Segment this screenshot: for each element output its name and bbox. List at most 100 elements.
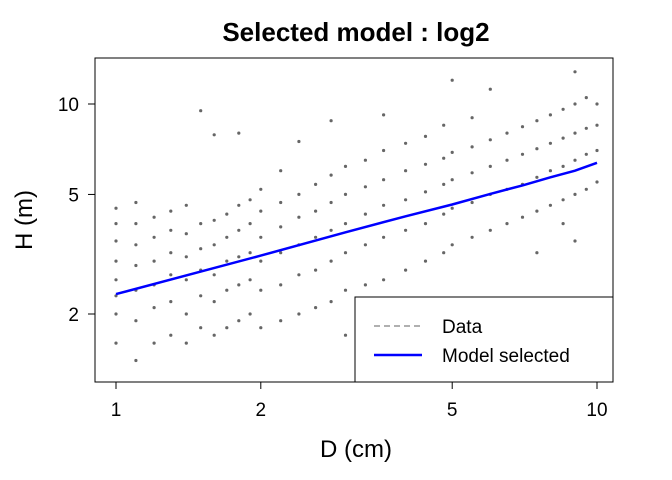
data-point [363, 158, 367, 162]
data-point [535, 209, 539, 213]
data-point [259, 209, 263, 213]
data-point [343, 288, 348, 292]
data-point [225, 288, 229, 292]
data-point [343, 251, 348, 255]
data-point [584, 152, 588, 156]
data-point [297, 273, 301, 277]
data-point [548, 169, 553, 173]
data-point [343, 164, 348, 168]
data-point [152, 341, 156, 345]
data-point [584, 126, 588, 130]
data-point [152, 306, 156, 310]
data-point [237, 283, 241, 287]
data-point [548, 203, 553, 207]
data-point [134, 222, 138, 226]
data-point [169, 333, 173, 337]
data-point [297, 312, 301, 316]
data-point [442, 212, 446, 216]
data-point [382, 148, 386, 153]
data-point [595, 148, 599, 153]
legend-box [354, 296, 614, 383]
data-point [279, 283, 283, 287]
data-point [248, 198, 252, 202]
data-point [225, 326, 229, 330]
data-point [442, 156, 446, 160]
legend-model-label: Model selected [442, 346, 570, 367]
data-point [520, 152, 525, 156]
data-point [134, 319, 138, 323]
data-point [584, 96, 588, 100]
data-point [184, 278, 188, 282]
data-point [259, 326, 263, 330]
data-point [114, 259, 118, 263]
data-point [470, 235, 474, 239]
data-point [314, 182, 318, 186]
chart-title: Selected model : log2 [222, 17, 489, 47]
data-point [279, 225, 283, 229]
data-point [548, 113, 553, 117]
data-point [134, 263, 138, 268]
data-point [248, 278, 252, 282]
data-point [184, 255, 188, 259]
data-point [548, 141, 553, 145]
data-point [595, 180, 599, 184]
y-tick-label: 5 [68, 185, 79, 206]
data-point [363, 283, 367, 287]
data-point [114, 312, 118, 316]
data-point [297, 215, 301, 219]
data-point [450, 206, 454, 210]
data-point [237, 319, 241, 323]
data-point [535, 147, 539, 151]
data-point [595, 123, 599, 127]
data-point [423, 222, 428, 226]
data-point [199, 294, 203, 298]
data-point [329, 259, 333, 263]
data-point [184, 341, 188, 345]
data-point [248, 222, 252, 226]
data-point [329, 228, 333, 232]
data-point [363, 243, 367, 247]
data-point [152, 215, 156, 219]
data-point [573, 102, 577, 106]
data-point [279, 169, 283, 173]
x-axis-label: D (cm) [320, 436, 392, 463]
data-point [184, 312, 188, 316]
data-point [248, 312, 252, 316]
data-point [329, 173, 333, 177]
data-point [114, 278, 118, 282]
data-point [225, 235, 229, 239]
data-point [423, 190, 428, 194]
data-point [488, 87, 492, 91]
legend-data-label: Data [442, 317, 483, 338]
data-point [248, 251, 252, 255]
data-point [343, 222, 348, 226]
y-tick-label: 2 [68, 305, 79, 326]
data-point [535, 251, 539, 255]
data-point [505, 131, 509, 135]
data-point [297, 192, 301, 196]
data-point [442, 251, 446, 255]
data-point [404, 141, 408, 145]
data-point [279, 251, 283, 255]
data-point [442, 123, 446, 127]
data-point [225, 212, 229, 216]
data-point [561, 198, 565, 202]
data-point [561, 222, 565, 226]
data-point [329, 300, 333, 304]
data-point [259, 235, 263, 239]
data-point [114, 239, 118, 243]
data-point [259, 288, 263, 292]
data-point [382, 278, 386, 282]
data-point [343, 192, 348, 196]
data-point [470, 171, 474, 175]
data-point [314, 235, 318, 239]
x-tick-label: 5 [447, 400, 458, 421]
data-point [184, 232, 188, 236]
data-point [225, 259, 229, 263]
data-point [212, 243, 216, 247]
legend: Data Model selected [354, 296, 614, 383]
data-point [573, 192, 577, 196]
data-point [259, 187, 263, 191]
data-point [505, 158, 509, 162]
